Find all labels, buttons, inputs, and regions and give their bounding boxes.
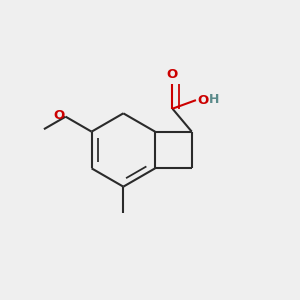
Text: O: O — [167, 68, 178, 81]
Text: O: O — [197, 94, 208, 106]
Text: O: O — [53, 109, 64, 122]
Text: H: H — [208, 93, 219, 106]
